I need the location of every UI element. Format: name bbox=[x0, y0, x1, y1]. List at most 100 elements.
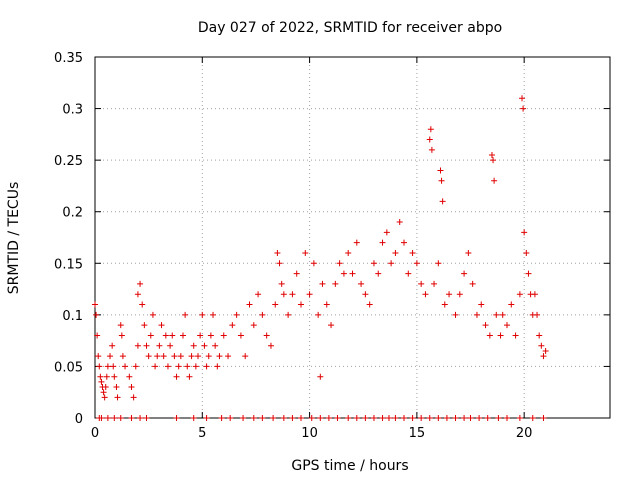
data-point bbox=[130, 394, 137, 401]
data-point bbox=[98, 378, 105, 385]
data-point bbox=[184, 363, 191, 370]
data-point bbox=[100, 389, 107, 396]
y-tick-label: 0.15 bbox=[54, 257, 83, 272]
y-tick-label: 0.05 bbox=[54, 360, 83, 375]
data-point bbox=[118, 332, 125, 339]
data-point bbox=[188, 353, 195, 360]
data-point bbox=[482, 322, 489, 329]
data-point bbox=[171, 353, 178, 360]
data-point bbox=[542, 347, 549, 354]
data-point bbox=[531, 291, 538, 298]
data-point bbox=[353, 415, 360, 421]
data-point bbox=[435, 260, 442, 267]
data-point bbox=[203, 415, 210, 421]
data-point bbox=[250, 322, 257, 329]
x-tick-label: 10 bbox=[301, 426, 318, 441]
data-point bbox=[362, 415, 369, 421]
data-point bbox=[413, 260, 420, 267]
data-point bbox=[441, 301, 448, 308]
data-point bbox=[302, 249, 309, 256]
data-point bbox=[205, 353, 212, 360]
data-point bbox=[126, 373, 133, 380]
data-point bbox=[323, 301, 330, 308]
data-point bbox=[422, 291, 429, 298]
data-point bbox=[298, 301, 304, 308]
data-point bbox=[280, 291, 287, 298]
data-point bbox=[227, 415, 234, 421]
data-point bbox=[491, 177, 498, 184]
data-point bbox=[101, 394, 108, 401]
data-point bbox=[160, 353, 167, 360]
data-point bbox=[156, 342, 163, 349]
data-point bbox=[210, 311, 217, 318]
data-point bbox=[122, 363, 129, 370]
data-point bbox=[173, 373, 180, 380]
data-point bbox=[113, 384, 120, 391]
data-point bbox=[345, 415, 352, 421]
data-point bbox=[358, 280, 365, 287]
data-point bbox=[317, 415, 324, 421]
y-tick-label: 0.2 bbox=[62, 206, 83, 221]
data-point bbox=[242, 353, 249, 360]
data-point bbox=[173, 415, 180, 421]
chart-title: Day 027 of 2022, SRMTID for receiver abp… bbox=[198, 20, 502, 36]
data-point bbox=[111, 415, 118, 421]
data-point bbox=[179, 332, 186, 339]
data-point bbox=[540, 415, 547, 421]
data-point bbox=[147, 332, 154, 339]
data-point bbox=[504, 415, 510, 421]
data-point bbox=[523, 249, 530, 256]
data-point bbox=[96, 363, 103, 370]
data-point bbox=[370, 415, 377, 421]
data-point bbox=[431, 280, 438, 287]
data-point bbox=[340, 270, 347, 277]
data-point bbox=[392, 249, 399, 256]
data-point bbox=[137, 280, 144, 287]
data-point bbox=[428, 146, 435, 153]
data-point bbox=[214, 363, 221, 370]
data-point bbox=[169, 332, 176, 339]
data-point bbox=[162, 332, 169, 339]
data-point bbox=[128, 415, 135, 421]
data-point bbox=[328, 322, 335, 329]
data-point bbox=[250, 415, 257, 421]
data-point bbox=[308, 415, 315, 421]
x-tick-label: 5 bbox=[198, 426, 206, 441]
data-point bbox=[385, 415, 392, 421]
data-point bbox=[134, 291, 141, 298]
data-point bbox=[212, 342, 219, 349]
data-point bbox=[104, 415, 111, 421]
data-point bbox=[111, 373, 118, 380]
data-point bbox=[461, 415, 468, 421]
data-point bbox=[478, 301, 485, 308]
data-point bbox=[93, 311, 100, 318]
x-tick-label: 15 bbox=[409, 426, 426, 441]
data-point bbox=[362, 291, 369, 298]
data-point bbox=[476, 415, 483, 421]
data-point bbox=[259, 311, 266, 318]
data-point bbox=[332, 280, 339, 287]
data-point bbox=[255, 291, 262, 298]
data-point bbox=[276, 260, 283, 267]
data-point bbox=[336, 260, 343, 267]
data-point bbox=[469, 280, 476, 287]
data-point bbox=[220, 332, 227, 339]
data-point bbox=[190, 415, 197, 421]
data-point bbox=[488, 151, 495, 158]
x-axis-label: GPS time / hours bbox=[291, 458, 408, 474]
data-point bbox=[154, 353, 161, 360]
y-tick-label: 0.25 bbox=[54, 154, 83, 169]
data-point bbox=[396, 219, 403, 226]
data-point bbox=[145, 353, 152, 360]
x-tick-label: 0 bbox=[91, 426, 99, 441]
data-point bbox=[349, 270, 356, 277]
data-point bbox=[267, 342, 274, 349]
data-point bbox=[534, 311, 541, 318]
data-point bbox=[272, 301, 279, 308]
data-point bbox=[370, 260, 377, 267]
y-tick-label: 0.1 bbox=[62, 309, 83, 324]
data-point bbox=[319, 280, 326, 287]
data-point bbox=[306, 291, 313, 298]
data-point bbox=[92, 301, 98, 308]
data-point bbox=[104, 363, 111, 370]
